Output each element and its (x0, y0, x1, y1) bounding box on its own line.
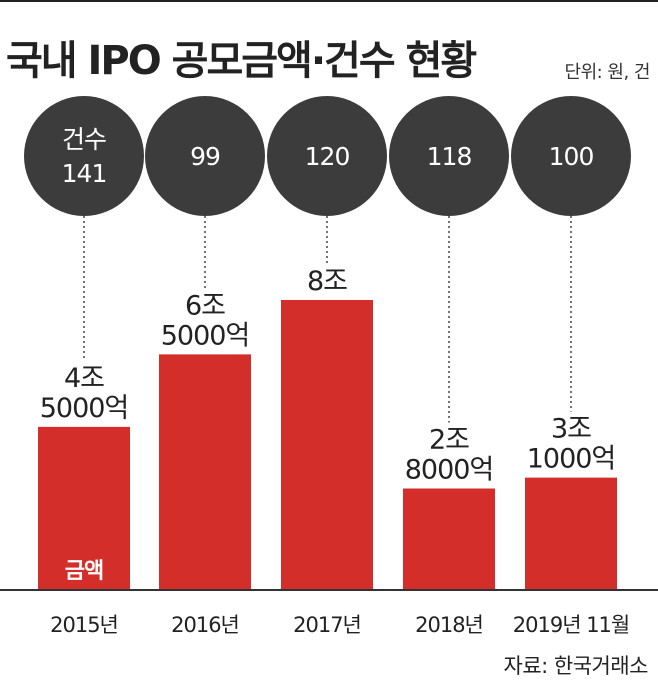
count-circle (145, 96, 265, 216)
count-label: 99 (190, 142, 220, 171)
unit-label: 단위: 원, 건 (564, 62, 651, 83)
count-circle (24, 96, 144, 216)
amount-label: 4조 (64, 363, 104, 394)
count-circle (267, 96, 387, 216)
count-label: 100 (549, 142, 594, 171)
amount-label: 6조 (185, 290, 225, 321)
amount-bar (159, 354, 251, 590)
x-tick-label: 2015년 (50, 613, 118, 637)
top-rule (0, 0, 658, 2)
amount-label: 1000억 (527, 444, 616, 475)
count-series-label: 건수 (62, 125, 106, 154)
amount-bar (525, 477, 617, 590)
amount-series-label: 금액 (65, 559, 103, 584)
amount-bar (38, 426, 130, 590)
x-tick-label: 2017년 (293, 613, 361, 637)
amount-label: 8000억 (405, 455, 494, 486)
amount-label: 5000억 (40, 393, 129, 424)
source-label: 자료: 한국거래소 (503, 654, 649, 678)
x-tick-label: 2016년 (171, 613, 239, 637)
amount-bar (281, 300, 373, 590)
x-tick-label: 2019년 11월 (513, 613, 629, 637)
amount-bar (403, 488, 495, 590)
count-label: 120 (305, 142, 350, 171)
count-circle (511, 96, 631, 216)
amount-label: 2조 (429, 425, 469, 456)
count-circle (389, 96, 509, 216)
count-label: 118 (427, 142, 472, 171)
amount-label: 5000억 (161, 320, 250, 351)
amount-label: 3조 (551, 414, 591, 445)
x-tick-label: 2018년 (415, 613, 483, 637)
chart-title: 국내 IPO 공모금액·건수 현황 (6, 38, 477, 84)
amount-label: 8조 (307, 266, 347, 297)
count-label: 141 (62, 159, 107, 188)
